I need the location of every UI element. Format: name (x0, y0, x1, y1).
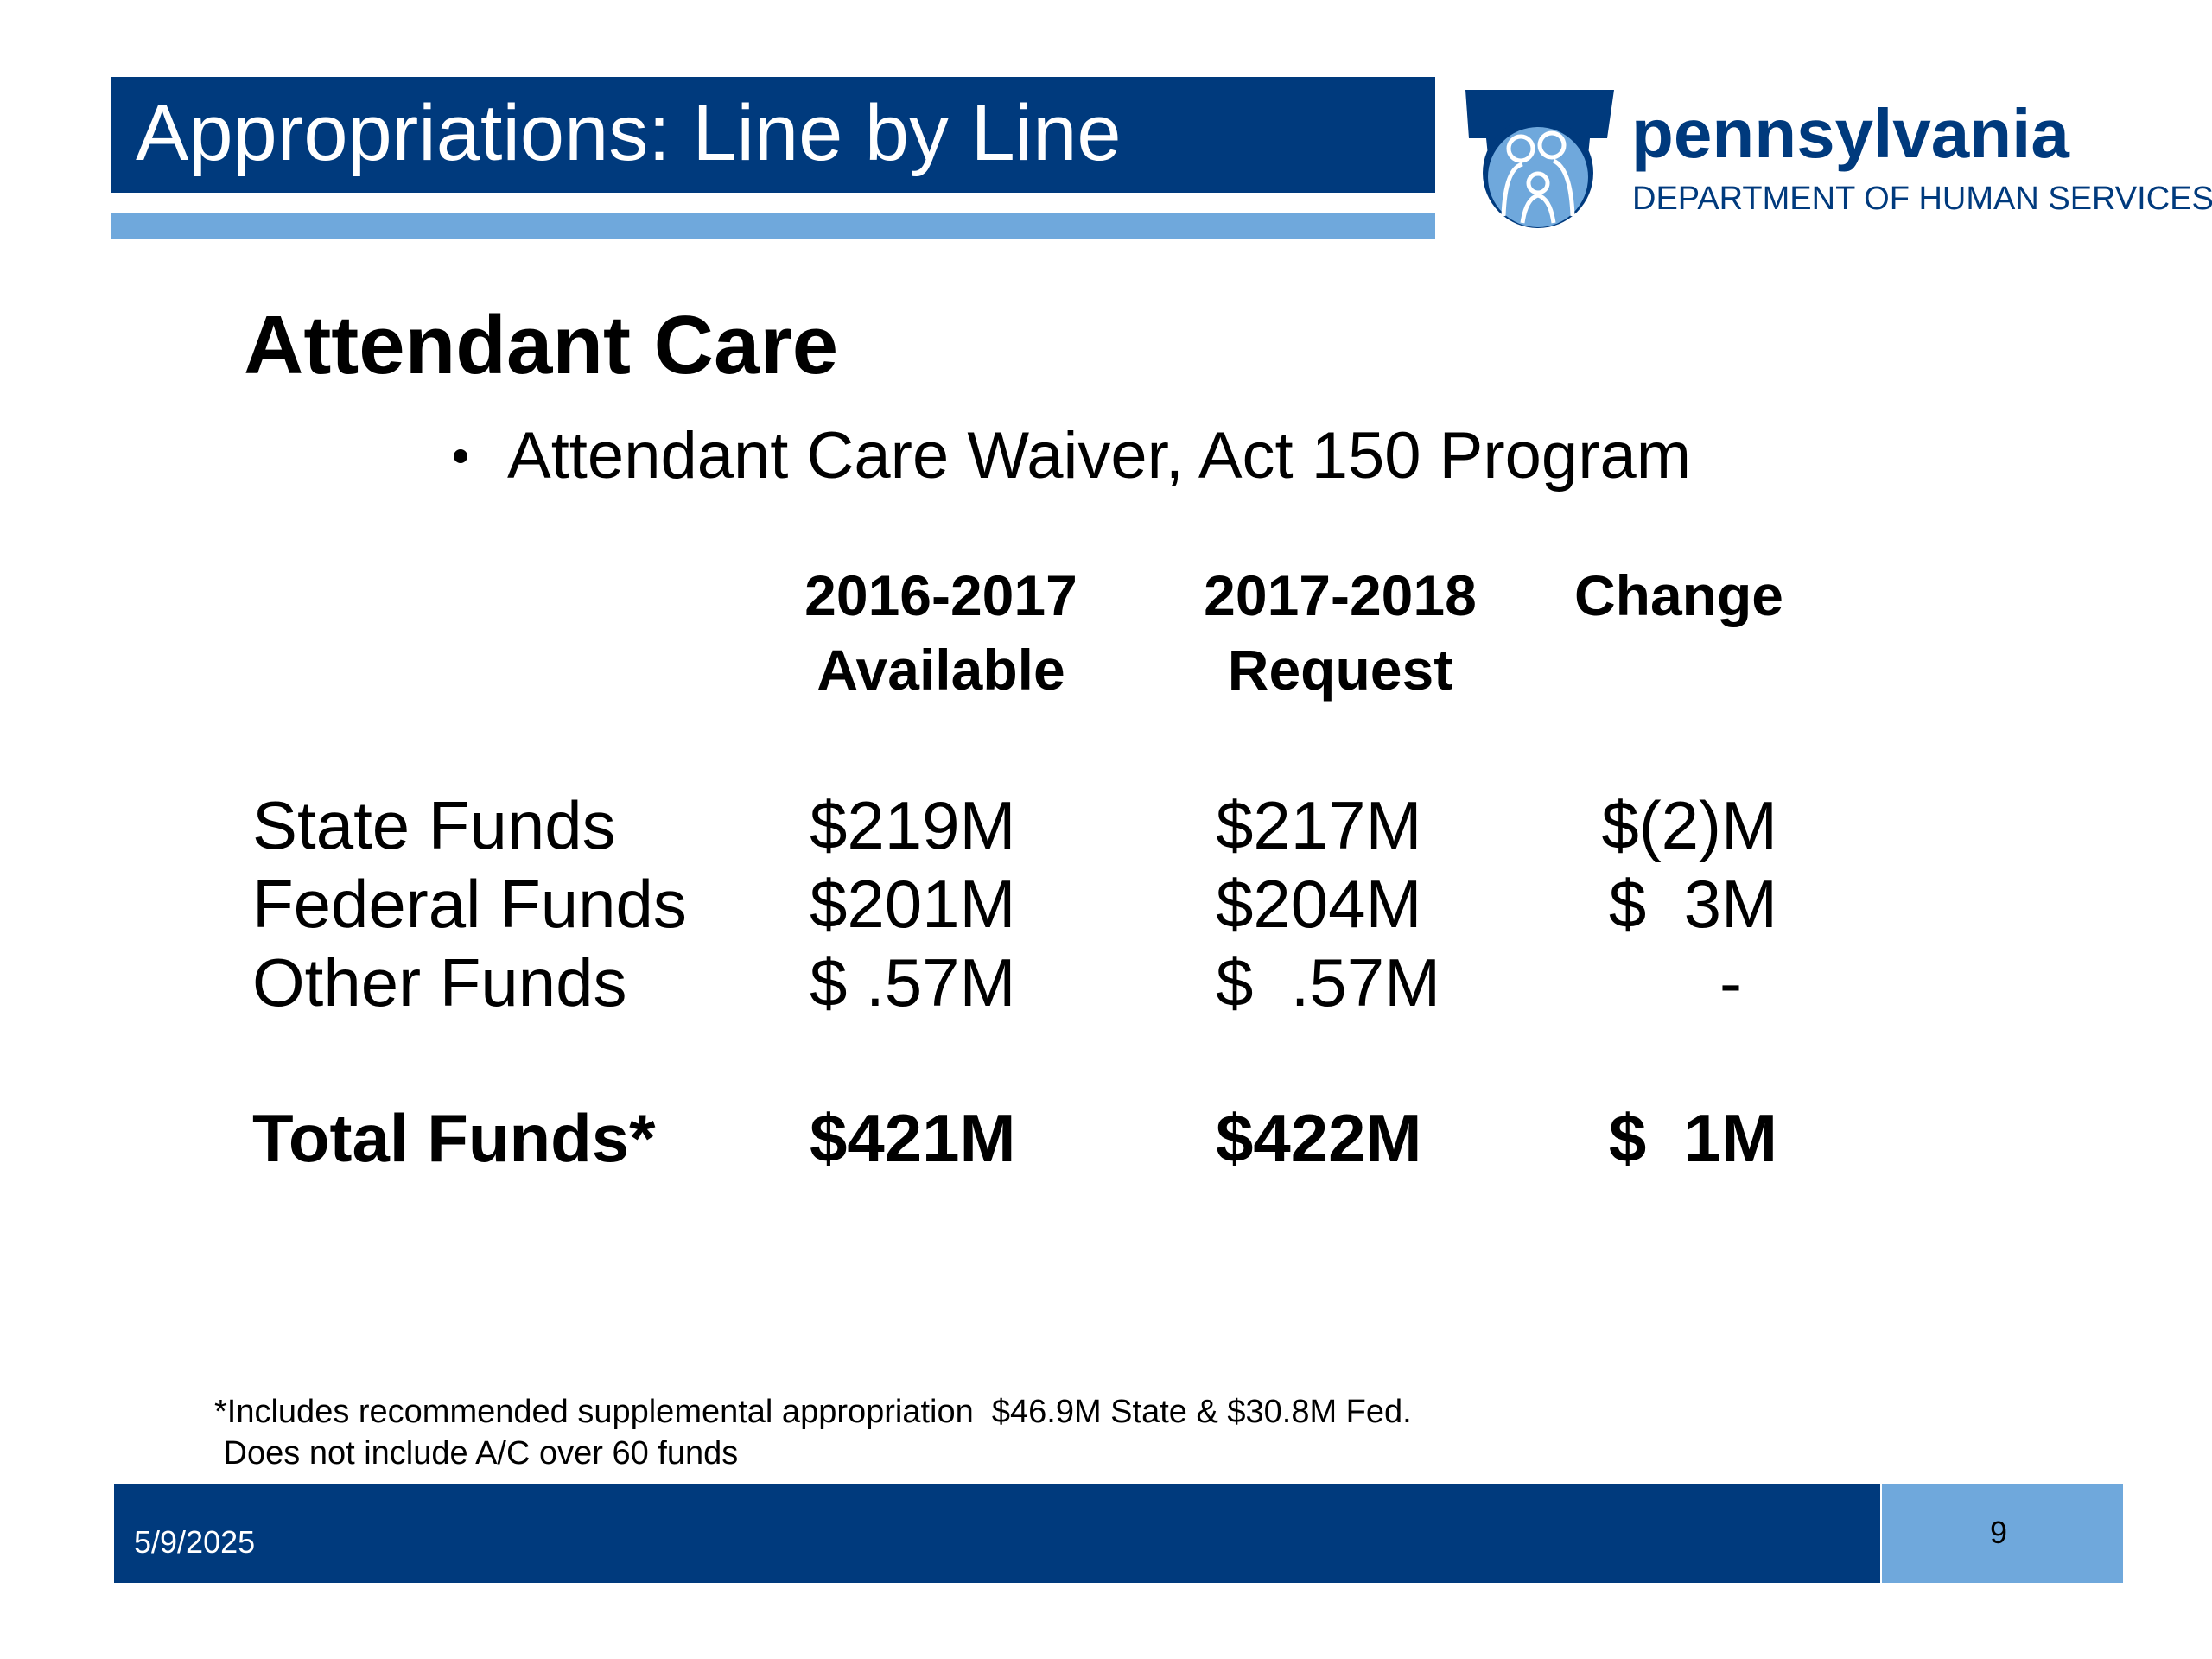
row-label: Other Funds (252, 944, 627, 1020)
row-label: Total Funds* (252, 1100, 656, 1176)
cell-value: $219M (810, 787, 1016, 863)
cell-value: $217M (1216, 787, 1422, 863)
column-header: Change (1574, 563, 1783, 627)
column-header: 2017-2018 (1204, 563, 1477, 627)
column-header: Available (817, 638, 1065, 702)
cell-value: $(2)M (1601, 787, 1777, 863)
cell-value: $ .57M (1216, 944, 1440, 1020)
cell-value: $422M (1216, 1100, 1422, 1176)
cell-value: $ 1M (1609, 1100, 1777, 1176)
logo-department: DEPARTMENT OF HUMAN SERVICES (1632, 181, 2212, 217)
title-bar (111, 77, 1435, 193)
slide-title: Appropriations: Line by Line (136, 89, 1122, 177)
footer-date: 5/9/2025 (134, 1524, 255, 1560)
section-heading: Attendant Care (244, 299, 838, 391)
page-number-box (1882, 1484, 2123, 1583)
title-accent-bar (111, 213, 1435, 239)
column-header: Request (1228, 638, 1452, 702)
logo-name: pennsylvania (1631, 95, 2069, 172)
cell-value: $ .57M (810, 944, 1015, 1020)
cell-value: - (1719, 944, 1742, 1020)
bullet-dot (454, 449, 467, 463)
row-label: Federal Funds (252, 866, 687, 942)
logo-icon (1465, 90, 1614, 228)
footnote: *Includes recommended supplemental appro… (214, 1394, 1412, 1430)
cell-value: $201M (810, 866, 1016, 942)
footnote: Does not include A/C over 60 funds (214, 1435, 738, 1471)
column-header: 2016-2017 (804, 563, 1077, 627)
page-number: 9 (1990, 1515, 2007, 1550)
footer-bar (114, 1484, 1880, 1583)
cell-value: $ 3M (1609, 866, 1777, 942)
cell-value: $204M (1216, 866, 1422, 942)
funding-table: 2016-2017 Available 2017-2018 Request Change… (252, 563, 1783, 1176)
bullet-text: Attendant Care Waiver, Act 150 Program (507, 419, 1691, 493)
cell-value: $421M (810, 1100, 1016, 1176)
row-label: State Funds (252, 787, 616, 863)
